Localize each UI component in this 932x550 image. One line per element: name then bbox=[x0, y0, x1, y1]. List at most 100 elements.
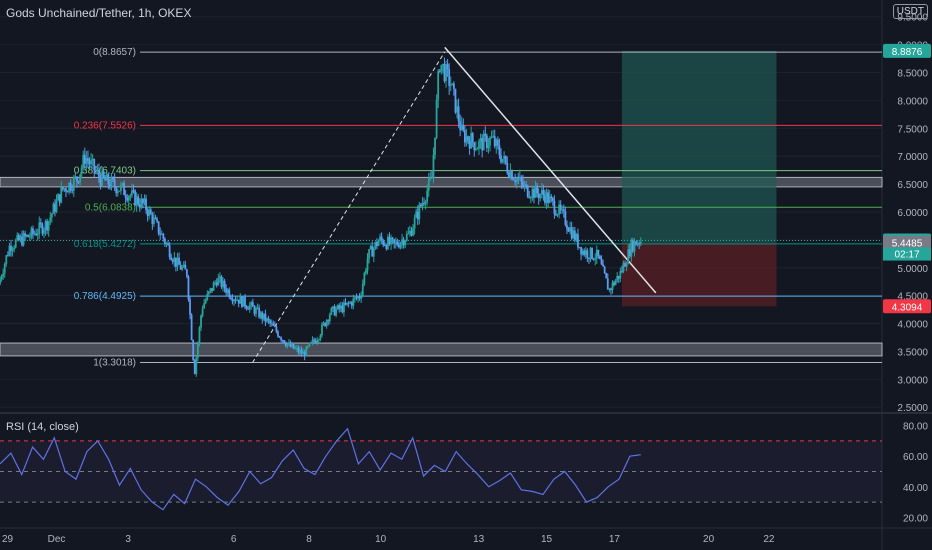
candle-body bbox=[71, 190, 74, 192]
candle-body bbox=[153, 217, 155, 224]
candle-body bbox=[473, 142, 476, 151]
candle-body bbox=[605, 272, 608, 279]
candle-body bbox=[267, 318, 270, 321]
candle-body bbox=[578, 246, 581, 248]
candle-body bbox=[101, 171, 103, 187]
candle-body bbox=[595, 249, 598, 259]
candle-body bbox=[446, 64, 449, 69]
candle-body bbox=[625, 263, 628, 267]
candle-body bbox=[209, 288, 212, 292]
candle-body bbox=[407, 232, 410, 234]
x-tick-label: 10 bbox=[375, 534, 387, 545]
rsi-line bbox=[0, 427, 641, 511]
candle-body bbox=[522, 181, 524, 187]
candle-body bbox=[498, 145, 501, 156]
candle-body bbox=[493, 136, 496, 147]
candle-body bbox=[496, 139, 499, 146]
candle-body bbox=[143, 198, 146, 204]
candle-body bbox=[388, 236, 391, 245]
candle-body bbox=[259, 312, 262, 318]
candle-body bbox=[80, 167, 83, 175]
candle-body bbox=[168, 245, 171, 258]
candle-body bbox=[580, 246, 582, 255]
candle-body bbox=[303, 352, 306, 357]
candle-body bbox=[52, 203, 55, 214]
candle-body bbox=[476, 148, 479, 150]
candle-body bbox=[91, 158, 94, 161]
candle-body bbox=[5, 255, 8, 264]
candle-body bbox=[32, 228, 34, 234]
candle-body bbox=[361, 283, 364, 296]
candle-body bbox=[189, 299, 191, 315]
candle-body bbox=[193, 360, 196, 375]
candle-body bbox=[415, 211, 418, 218]
downtrend-line bbox=[444, 46, 657, 294]
candle-body bbox=[192, 339, 195, 361]
candle-body bbox=[544, 195, 546, 203]
candle-body bbox=[251, 302, 254, 307]
fib-level-label: 0.618(5.4272) bbox=[74, 239, 136, 250]
candle-body bbox=[47, 221, 50, 231]
candle-body bbox=[377, 240, 380, 246]
rsi-tick-label: 60.00 bbox=[903, 452, 928, 463]
currency-selector[interactable]: USDT bbox=[892, 4, 928, 19]
candle-body bbox=[248, 305, 251, 310]
candle-body bbox=[463, 130, 466, 143]
candle-body bbox=[462, 124, 465, 131]
candle-body bbox=[200, 315, 202, 328]
candle-body bbox=[63, 188, 66, 190]
candle-body bbox=[398, 245, 400, 248]
candle-body bbox=[88, 161, 91, 165]
x-tick-label: 13 bbox=[473, 534, 485, 545]
candle-body bbox=[515, 178, 518, 182]
candle-body bbox=[261, 312, 264, 320]
candle-body bbox=[602, 264, 604, 267]
candle-body bbox=[327, 320, 330, 322]
candle-body bbox=[187, 276, 190, 300]
candle-body bbox=[328, 314, 331, 322]
candle-body bbox=[387, 236, 389, 250]
candle-body bbox=[434, 137, 436, 155]
candle-body bbox=[518, 176, 521, 179]
candle-body bbox=[105, 174, 108, 181]
candle-body bbox=[624, 263, 626, 267]
candle-body bbox=[306, 346, 309, 348]
candle-body bbox=[126, 197, 129, 201]
candle-body bbox=[17, 235, 20, 241]
candle-body bbox=[346, 302, 348, 305]
candle-body bbox=[600, 259, 603, 265]
candle-body bbox=[413, 217, 416, 229]
candle-body bbox=[512, 179, 515, 181]
candle-body bbox=[550, 196, 553, 198]
price-tag-label: 4.3094 bbox=[892, 302, 923, 313]
rsi-indicator-title[interactable]: RSI (14, close) bbox=[6, 421, 79, 433]
candle-body bbox=[171, 260, 174, 262]
candle-body bbox=[132, 190, 135, 192]
candle-body bbox=[445, 64, 447, 81]
candle-body bbox=[190, 314, 193, 340]
candle-body bbox=[511, 170, 513, 180]
candle-body bbox=[531, 188, 534, 198]
candle-body bbox=[553, 200, 556, 214]
candle-body bbox=[68, 182, 71, 192]
candle-body bbox=[569, 227, 571, 232]
candle-body bbox=[385, 245, 388, 250]
candle-body bbox=[396, 241, 399, 246]
candle-body bbox=[558, 204, 561, 215]
candle-body bbox=[358, 296, 361, 299]
candle-body bbox=[178, 257, 180, 265]
candle-body bbox=[90, 160, 92, 165]
candle-body bbox=[240, 296, 243, 307]
candle-body bbox=[366, 258, 369, 271]
fib-level-label: 0.786(4.4925) bbox=[74, 291, 136, 302]
candle-body bbox=[520, 176, 523, 182]
candle-body bbox=[228, 289, 231, 298]
candle-body bbox=[253, 306, 256, 314]
y-tick-label: 8.0000 bbox=[897, 96, 928, 107]
candle-body bbox=[322, 322, 325, 325]
candle-body bbox=[184, 264, 187, 270]
candle-body bbox=[616, 275, 619, 281]
candle-body bbox=[121, 183, 124, 185]
